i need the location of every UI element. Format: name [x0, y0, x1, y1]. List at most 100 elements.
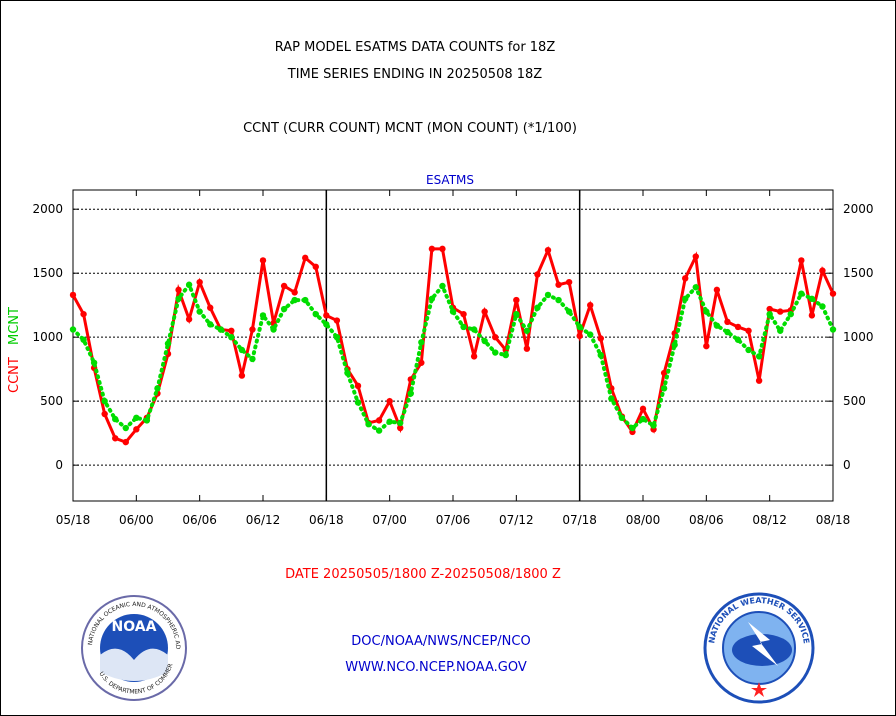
data-point-ccnt	[112, 435, 119, 442]
data-point-ccnt	[745, 327, 752, 334]
date-range-label: DATE 20250505/1800 Z-20250508/1800 Z	[285, 567, 561, 582]
data-point-mcnt	[228, 333, 235, 341]
y-tick-label: 500	[40, 394, 63, 408]
data-point-mcnt	[808, 295, 816, 302]
data-point-ccnt	[185, 316, 193, 323]
data-point-mcnt	[492, 349, 499, 356]
data-point-mcnt	[185, 281, 193, 288]
data-point-mcnt	[101, 397, 108, 405]
data-point-mcnt	[481, 337, 488, 345]
data-point-ccnt	[122, 438, 129, 446]
data-point-mcnt	[238, 346, 246, 354]
data-point-ccnt	[375, 417, 383, 424]
data-point-mcnt	[354, 399, 362, 406]
y-tick-label: 2000	[843, 202, 874, 216]
y-tick-label: 2000	[32, 202, 63, 216]
x-tick-label: 06/18	[309, 513, 344, 527]
data-point-mcnt	[682, 295, 689, 302]
data-point-ccnt	[565, 278, 573, 286]
data-point-mcnt	[418, 339, 425, 346]
data-point-mcnt	[344, 369, 351, 377]
y-axis-label: CCNT MCNT	[7, 307, 22, 393]
data-point-mcnt	[164, 340, 172, 347]
data-point-mcnt	[576, 323, 583, 331]
data-point-mcnt	[112, 415, 119, 423]
data-point-mcnt	[470, 326, 478, 333]
data-point-mcnt	[597, 351, 604, 359]
y-tick-label: 0	[55, 458, 63, 472]
data-point-ccnt	[397, 424, 404, 432]
data-point-ccnt	[386, 397, 393, 405]
data-point-ccnt	[587, 301, 594, 309]
y-axis-label-ccnt: CCNT	[7, 357, 22, 393]
data-point-mcnt	[798, 290, 805, 297]
data-point-mcnt	[777, 327, 784, 334]
website-link[interactable]: WWW.NCO.NCEP.NOAA.GOV	[345, 660, 527, 675]
data-point-mcnt	[302, 296, 309, 304]
data-point-ccnt	[481, 308, 488, 315]
data-point-mcnt	[375, 427, 383, 434]
data-point-ccnt	[639, 405, 647, 413]
x-tick-label: 06/06	[182, 513, 217, 527]
data-point-ccnt	[724, 318, 731, 326]
data-point-mcnt	[323, 321, 330, 328]
data-point-ccnt	[291, 289, 298, 296]
data-point-ccnt	[428, 245, 436, 253]
data-point-mcnt	[217, 326, 224, 333]
data-point-ccnt	[228, 327, 235, 334]
x-tick-label: 07/06	[436, 513, 471, 527]
data-point-mcnt	[291, 296, 298, 304]
data-point-ccnt	[597, 335, 604, 342]
x-tick-label: 08/00	[626, 513, 661, 527]
noaa-logo-text: NOAA	[112, 619, 157, 635]
data-point-mcnt	[650, 422, 657, 429]
data-point-mcnt	[523, 327, 531, 334]
data-point-ccnt	[682, 275, 689, 282]
noaa-logo: NOAA NATIONAL OCEANIC AND ATMOSPHERIC AD…	[0, 0, 187, 701]
data-point-ccnt	[555, 281, 562, 288]
data-point-mcnt	[312, 310, 319, 318]
data-point-mcnt	[259, 312, 267, 319]
data-point-ccnt	[207, 304, 214, 311]
data-point-ccnt	[523, 345, 531, 352]
data-point-ccnt	[312, 263, 319, 270]
data-point-ccnt	[798, 257, 805, 264]
data-point-mcnt	[196, 308, 203, 315]
data-point-ccnt	[492, 333, 499, 341]
data-point-ccnt	[175, 286, 182, 294]
y-tick-label: 0	[843, 458, 851, 472]
data-point-mcnt	[280, 305, 288, 313]
data-point-mcnt	[207, 321, 214, 328]
series-mcnt	[69, 280, 837, 434]
y-tick-label: 1000	[32, 330, 63, 344]
data-point-mcnt	[819, 303, 826, 310]
data-point-mcnt	[829, 326, 837, 333]
data-point-mcnt	[587, 331, 594, 338]
x-tick-label: 06/00	[119, 513, 154, 527]
data-point-mcnt	[133, 414, 140, 422]
chart-title-line1: RAP MODEL ESATMS DATA COUNTS for 18Z	[275, 40, 556, 55]
data-point-ccnt	[513, 296, 520, 304]
data-point-mcnt	[428, 295, 436, 302]
y-tick-label: 1500	[32, 266, 63, 280]
x-tick-labels: 05/18 06/00 06/06 06/12 06/18 07/00 07/06 07/12…	[56, 513, 851, 527]
data-point-ccnt	[576, 332, 583, 340]
data-point-ccnt	[101, 410, 108, 418]
data-point-mcnt	[565, 308, 573, 315]
x-tick-label: 08/18	[816, 513, 851, 527]
x-tick-label: 08/12	[752, 513, 787, 527]
data-point-mcnt	[249, 355, 256, 363]
y-tick-labels-right: 0 500 1000 1500 2000	[843, 202, 874, 472]
data-point-ccnt	[544, 246, 552, 254]
x-tick-label: 08/06	[689, 513, 724, 527]
data-point-ccnt	[660, 369, 668, 377]
series-line-mcnt	[71, 280, 835, 434]
data-point-mcnt	[629, 424, 636, 432]
data-point-ccnt	[133, 426, 140, 433]
data-point-ccnt	[808, 312, 816, 319]
series-ccnt	[69, 245, 837, 446]
x-tick-label: 06/12	[246, 513, 281, 527]
data-point-ccnt	[249, 326, 256, 333]
x-tick-label: 07/12	[499, 513, 534, 527]
